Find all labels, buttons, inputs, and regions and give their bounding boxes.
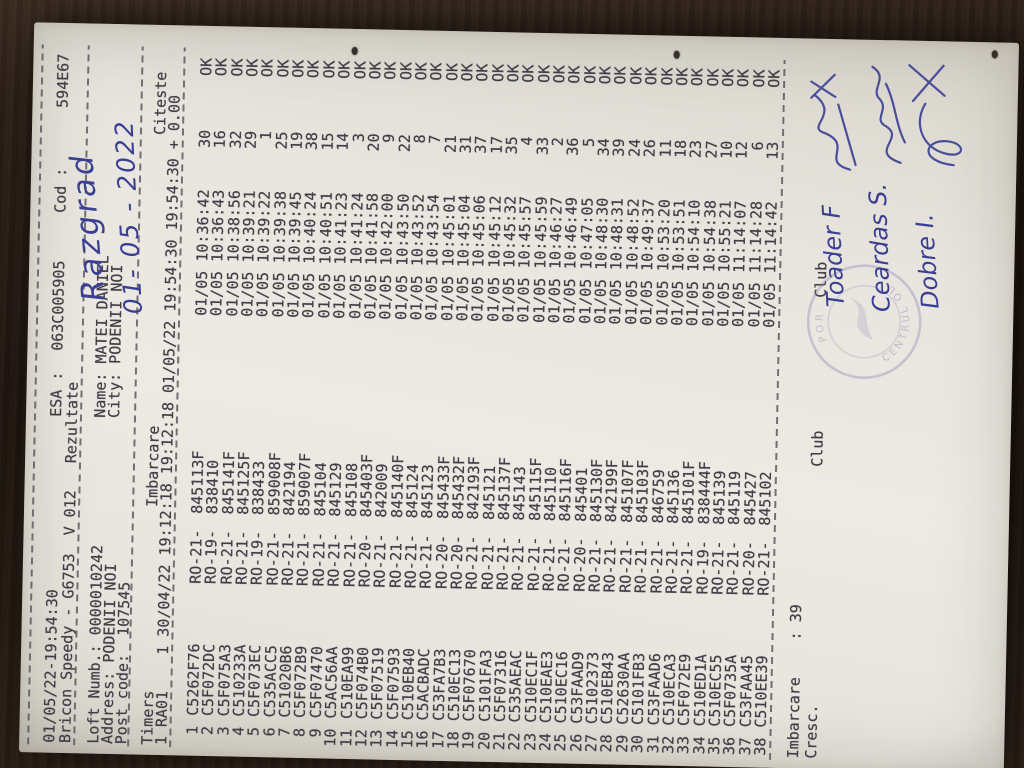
cod-value: 594E67 <box>53 53 73 109</box>
basketing-position: 26 <box>640 138 660 158</box>
handwritten-race-place: Razgrad <box>63 151 113 303</box>
row-number: 38 <box>750 737 770 756</box>
clock-time: 01/05 11:14:42 <box>759 201 781 328</box>
basketing-position: 14 <box>333 132 353 152</box>
imbarcare-total-value: : 39 <box>786 604 806 641</box>
handwritten-name-2: Ceardas S. <box>863 182 896 313</box>
clocking-table: 1 C5262F76 RO-21- 845113F 01/05 10:36:42 30 OK… <box>19 22 783 756</box>
separator-line <box>27 44 44 745</box>
cresc-label: Cresc. <box>802 704 822 759</box>
esa-value: 063C005905 <box>48 260 69 352</box>
basketing-position: 23 <box>686 139 706 159</box>
status-ok: OK <box>764 69 784 88</box>
timer-row: 1 RA01 1 30/04/22 19:12:18 19:12:18 01/0… <box>152 94 184 746</box>
paper-hole <box>991 50 998 59</box>
ring-series: RO-21- <box>754 541 774 596</box>
handwritten-name-1: Toader F <box>817 204 851 308</box>
ring-serial: 845102 <box>755 471 775 526</box>
club-label-1: Club <box>808 430 827 467</box>
imbarcare-total-label: Imbarcare <box>784 676 804 759</box>
handwritten-name-3: Dobre I. <box>910 212 945 310</box>
signature-scribble-3 <box>908 64 963 167</box>
device-line: Bricon Speedy - G6753 V 012 Rezultate <box>56 381 82 744</box>
postcode-line: Post code: 107545 <box>112 581 134 745</box>
basketing-position: 13 <box>763 141 782 161</box>
ring-number: C510EE39 <box>751 655 772 728</box>
printout-paper: 01/05/22-19:54:30 ESA : 063C005905 Cod :… <box>18 22 1020 768</box>
basketing-position: 9 <box>379 133 399 143</box>
